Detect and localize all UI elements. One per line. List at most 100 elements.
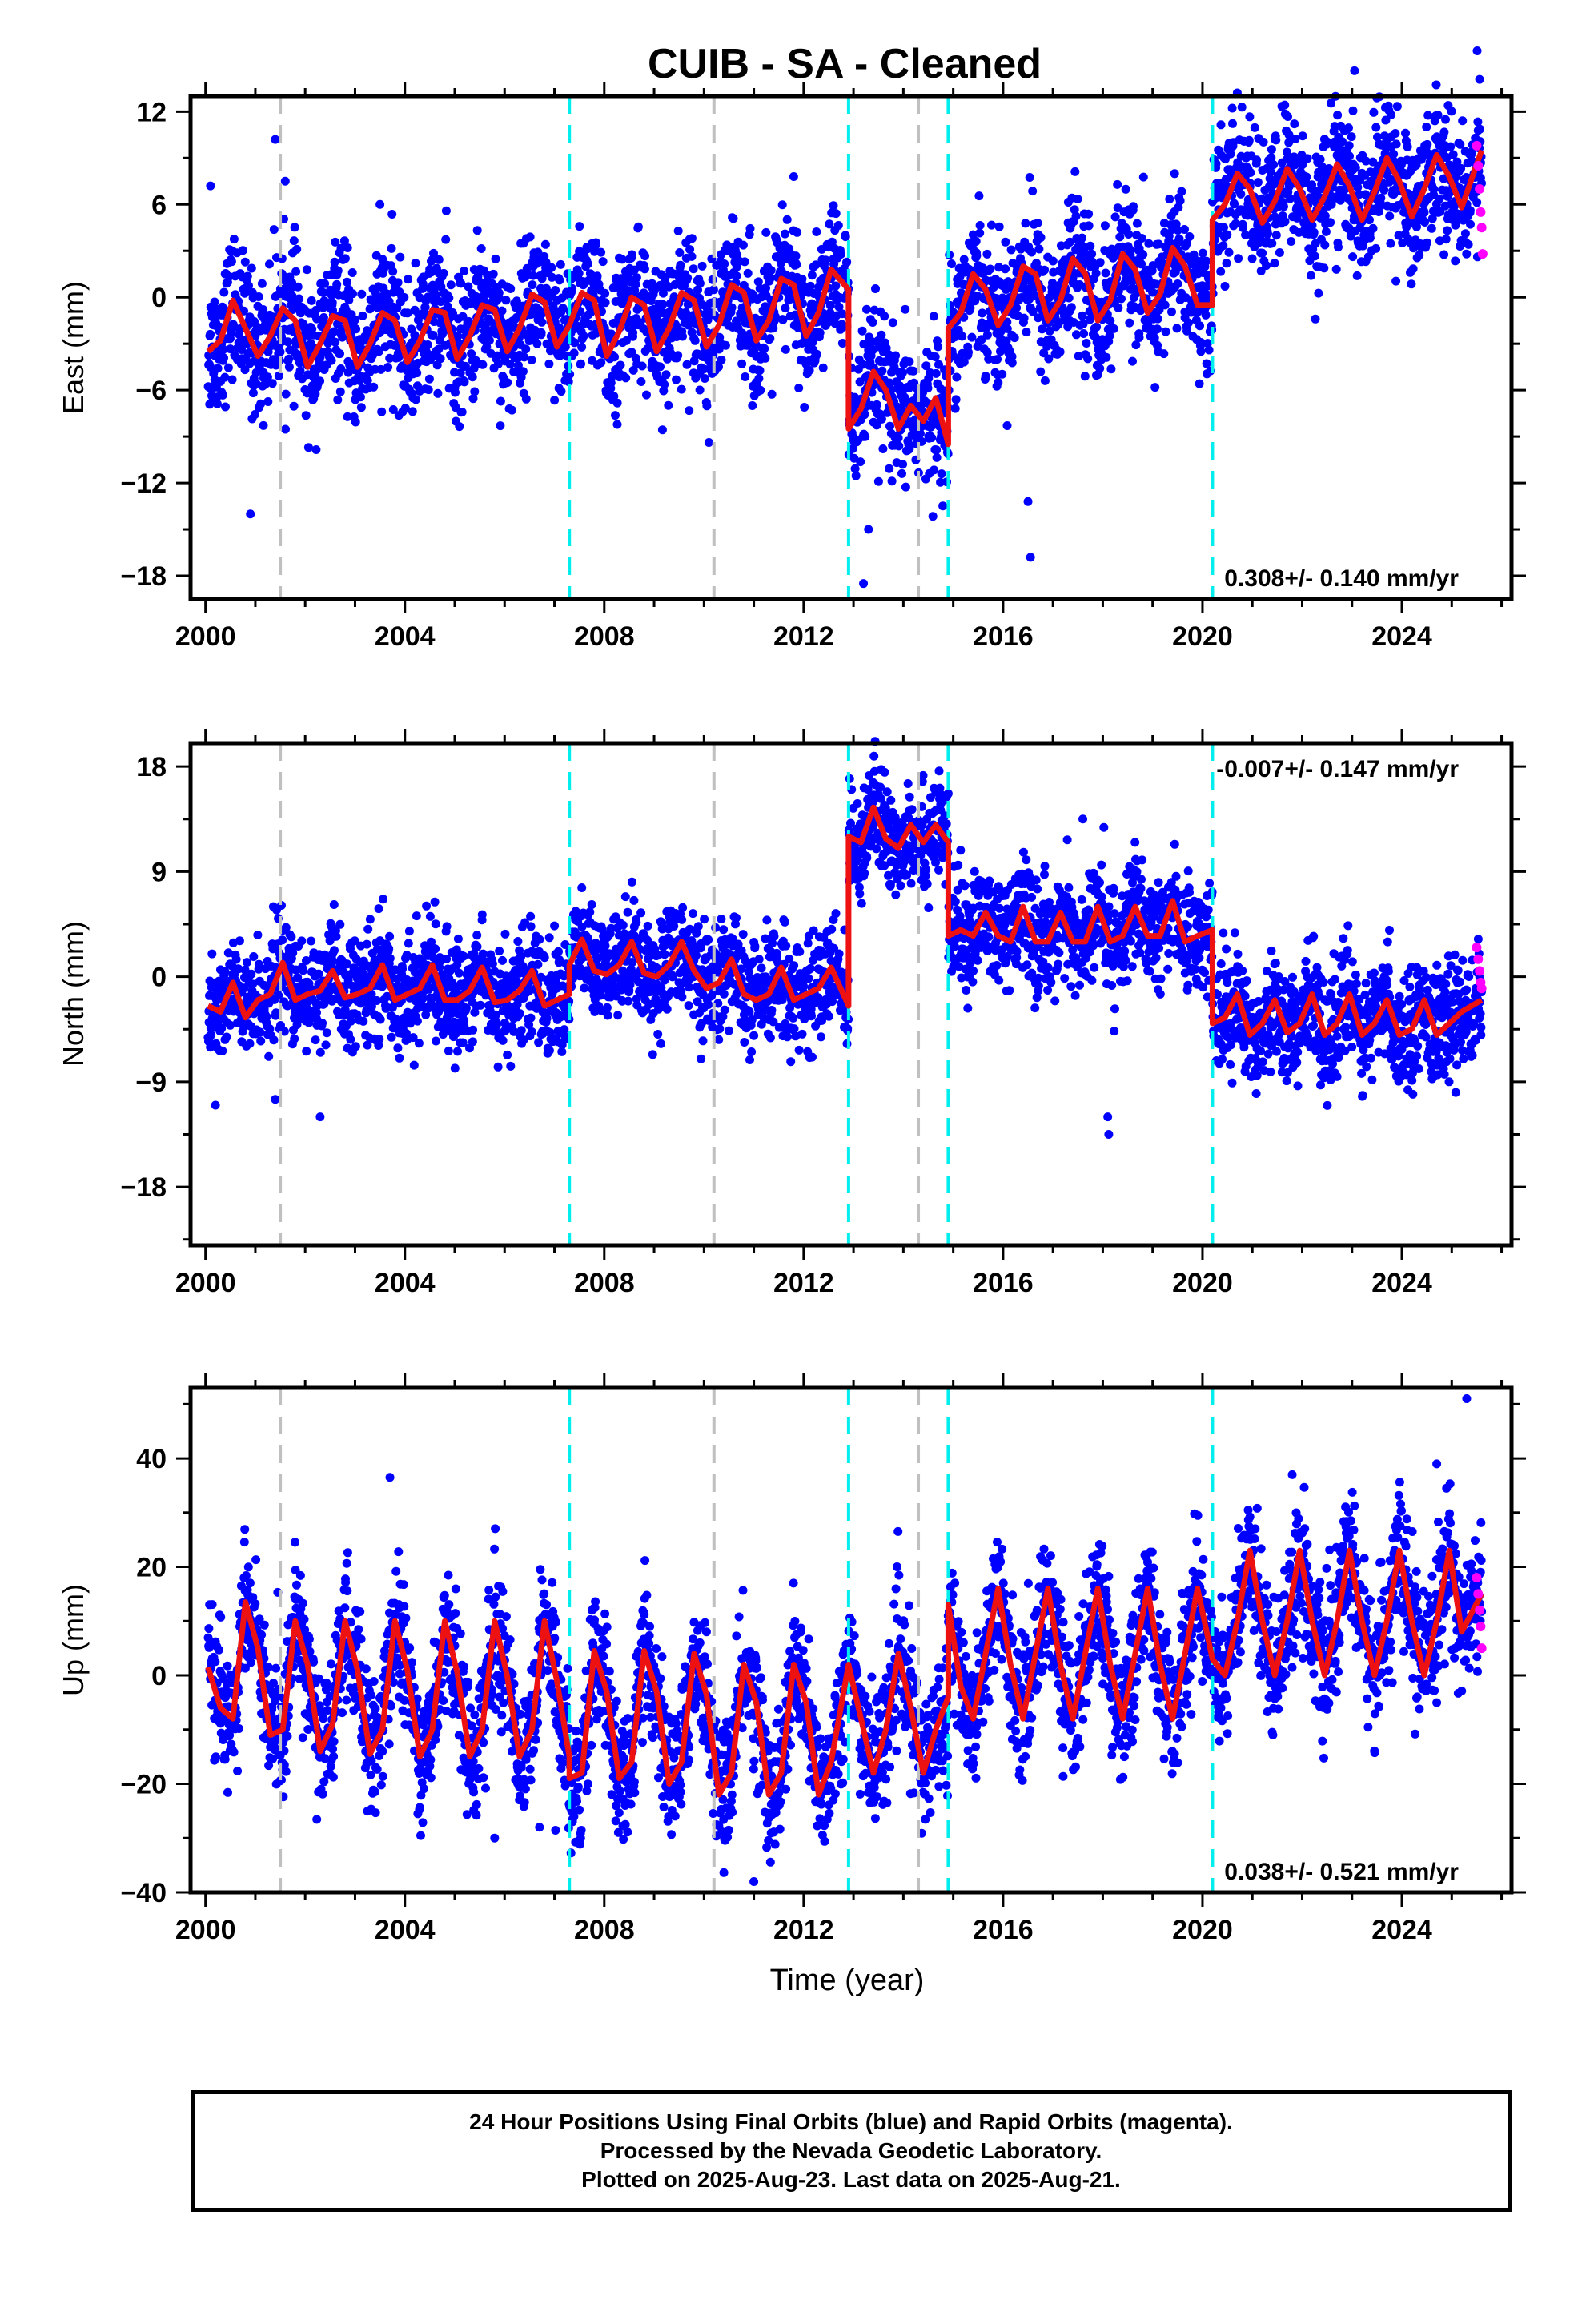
final-orbit-point bbox=[328, 956, 338, 966]
final-orbit-point bbox=[1022, 328, 1031, 337]
final-orbit-point bbox=[327, 356, 336, 365]
final-orbit-point bbox=[923, 384, 933, 393]
final-orbit-point bbox=[727, 303, 737, 312]
final-orbit-point bbox=[319, 287, 328, 297]
final-orbit-point bbox=[583, 259, 592, 268]
final-orbit-point bbox=[1462, 249, 1472, 259]
rapid-orbit-point bbox=[1477, 249, 1488, 259]
final-orbit-point bbox=[506, 1061, 516, 1071]
final-orbit-point bbox=[1476, 124, 1484, 134]
final-orbit-point bbox=[745, 223, 755, 233]
final-orbit-point bbox=[1403, 142, 1412, 151]
final-orbit-point bbox=[536, 328, 546, 337]
y-tick-label: −6 bbox=[135, 376, 167, 406]
final-orbit-point bbox=[1286, 194, 1295, 203]
final-orbit-point bbox=[1202, 256, 1211, 266]
final-orbit-point bbox=[576, 359, 585, 368]
final-orbit-point bbox=[423, 340, 432, 349]
final-orbit-point bbox=[930, 465, 939, 475]
rapid-orbit-point bbox=[1473, 160, 1484, 171]
final-orbit-point bbox=[793, 227, 802, 237]
final-orbit-point bbox=[1270, 259, 1279, 268]
final-orbit-point bbox=[765, 334, 775, 344]
velocity-rate-label: 0.308+/- 0.140 mm/yr bbox=[1224, 565, 1459, 592]
final-orbit-point bbox=[243, 958, 251, 967]
final-orbit-point bbox=[491, 254, 500, 263]
final-orbit-point bbox=[592, 271, 602, 281]
final-orbit-point bbox=[332, 279, 342, 289]
final-orbit-point bbox=[333, 266, 343, 275]
final-orbit-point bbox=[974, 191, 984, 201]
final-orbit-point bbox=[1371, 123, 1381, 132]
final-orbit-point bbox=[657, 425, 667, 435]
final-orbit-point bbox=[1083, 354, 1093, 364]
final-orbit-point bbox=[1391, 139, 1401, 149]
final-orbit-point bbox=[411, 259, 420, 268]
final-orbit-point bbox=[761, 353, 770, 363]
final-orbit-point bbox=[1283, 112, 1292, 121]
final-orbit-point bbox=[928, 512, 938, 521]
final-orbit-point bbox=[395, 1053, 404, 1063]
final-orbit-point bbox=[247, 263, 256, 273]
final-orbit-point bbox=[358, 311, 367, 320]
final-orbit-point bbox=[1427, 223, 1436, 233]
final-orbit-point bbox=[993, 355, 1002, 364]
final-orbit-point bbox=[515, 1009, 524, 1019]
final-orbit-point bbox=[700, 374, 709, 383]
final-orbit-point bbox=[569, 348, 579, 358]
final-orbit-point bbox=[720, 259, 729, 268]
final-orbit-point bbox=[642, 390, 651, 400]
final-orbit-point bbox=[556, 387, 566, 396]
final-orbit-point bbox=[627, 250, 636, 259]
final-orbit-point bbox=[1344, 141, 1354, 151]
final-orbit-point bbox=[1125, 318, 1134, 328]
final-orbit-point bbox=[403, 308, 412, 318]
final-orbit-point bbox=[1408, 264, 1418, 274]
outlier-point bbox=[280, 176, 290, 186]
final-orbit-point bbox=[1271, 231, 1281, 240]
final-orbit-point bbox=[434, 255, 444, 264]
final-orbit-point bbox=[1352, 271, 1362, 280]
outlier-point bbox=[859, 579, 869, 589]
final-orbit-point bbox=[1379, 185, 1389, 195]
y-tick-label: 0 bbox=[151, 283, 167, 313]
final-orbit-point bbox=[1033, 219, 1042, 227]
final-orbit-point bbox=[1040, 376, 1050, 385]
final-orbit-point bbox=[813, 349, 821, 359]
final-orbit-point bbox=[1460, 229, 1470, 239]
final-orbit-point bbox=[1435, 194, 1444, 203]
final-orbit-point bbox=[318, 1019, 327, 1028]
final-orbit-point bbox=[766, 266, 776, 275]
final-orbit-point bbox=[259, 420, 268, 430]
final-orbit-points bbox=[203, 737, 1486, 1139]
final-orbit-point bbox=[600, 288, 610, 298]
final-orbit-point bbox=[493, 1062, 503, 1072]
final-orbit-point bbox=[311, 445, 321, 454]
final-orbit-point bbox=[677, 384, 686, 394]
final-orbit-point bbox=[1173, 279, 1182, 288]
final-orbit-point bbox=[455, 422, 464, 432]
final-orbit-point bbox=[1153, 314, 1162, 324]
final-orbit-point bbox=[678, 332, 687, 341]
final-orbit-point bbox=[1106, 364, 1116, 374]
final-orbit-point bbox=[687, 251, 697, 261]
final-orbit-point bbox=[335, 919, 345, 929]
final-orbit-point bbox=[535, 935, 544, 944]
final-orbit-point bbox=[1320, 240, 1330, 250]
final-orbit-point bbox=[1234, 254, 1243, 263]
final-orbit-point bbox=[901, 304, 910, 314]
final-orbit-point bbox=[388, 267, 398, 276]
final-orbit-point bbox=[612, 420, 622, 429]
y-tick-label: −18 bbox=[120, 561, 167, 592]
final-orbit-point bbox=[887, 476, 897, 486]
final-orbit-point bbox=[1126, 245, 1135, 255]
final-orbit-point bbox=[837, 339, 847, 348]
final-orbit-point bbox=[596, 358, 606, 368]
final-orbit-point bbox=[385, 931, 395, 941]
final-orbit-point bbox=[430, 897, 440, 907]
final-orbit-point bbox=[501, 296, 511, 305]
final-orbit-point bbox=[1034, 244, 1044, 254]
final-orbit-point bbox=[556, 259, 565, 269]
final-orbit-point bbox=[1391, 129, 1400, 138]
x-tick-label: 2016 bbox=[973, 621, 1034, 652]
